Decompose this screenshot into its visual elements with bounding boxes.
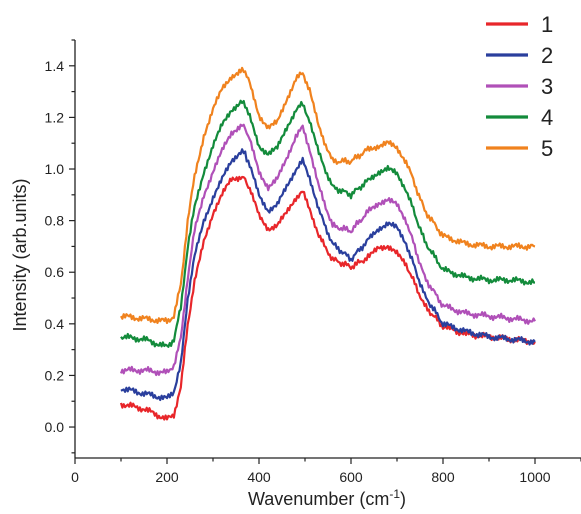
x-tick-label: 200 xyxy=(155,469,179,485)
y-axis-title: Intensity (arb.units) xyxy=(10,178,30,331)
legend-label-5: 5 xyxy=(541,136,553,161)
x-axis-title-suffix: ) xyxy=(400,489,406,509)
y-tick-label: 0.8 xyxy=(45,213,65,229)
x-axis-title-sup: -1 xyxy=(389,487,400,501)
x-axis-title-main: Wavenumber (cm xyxy=(248,489,389,509)
legend-label-1: 1 xyxy=(541,12,553,37)
legend-label-3: 3 xyxy=(541,74,553,99)
series-line-4 xyxy=(120,99,535,348)
series-line-1 xyxy=(119,175,536,421)
series-line-5 xyxy=(120,66,536,325)
x-tick-label: 1000 xyxy=(519,469,550,485)
y-tick-label: 1.0 xyxy=(45,161,65,177)
series-line-2 xyxy=(120,148,536,402)
legend-label-4: 4 xyxy=(541,105,553,130)
y-tick-label: 0.2 xyxy=(45,367,65,383)
axes: 0 200 400 600 800 1000 0.0 0.2 0.4 0.6 0.8 1.0 1.2 1.… xyxy=(45,39,581,485)
y-tick-label: 0.6 xyxy=(45,264,65,280)
y-tick-label: 0.4 xyxy=(45,316,65,332)
y-tick-label: 1.2 xyxy=(45,109,65,125)
x-tick-label: 400 xyxy=(247,469,271,485)
y-tick-label: 0.0 xyxy=(45,419,65,435)
series-line-3 xyxy=(119,123,536,377)
y-tick-label: 1.4 xyxy=(45,58,65,74)
legend: 1 2 3 4 5 xyxy=(486,12,553,161)
x-tick-label: 0 xyxy=(71,469,79,485)
x-tick-label: 600 xyxy=(339,469,363,485)
series-layer xyxy=(119,66,536,421)
legend-label-2: 2 xyxy=(541,43,553,68)
x-axis-title: Wavenumber (cm-1) xyxy=(248,487,406,509)
x-tick-label: 800 xyxy=(431,469,455,485)
